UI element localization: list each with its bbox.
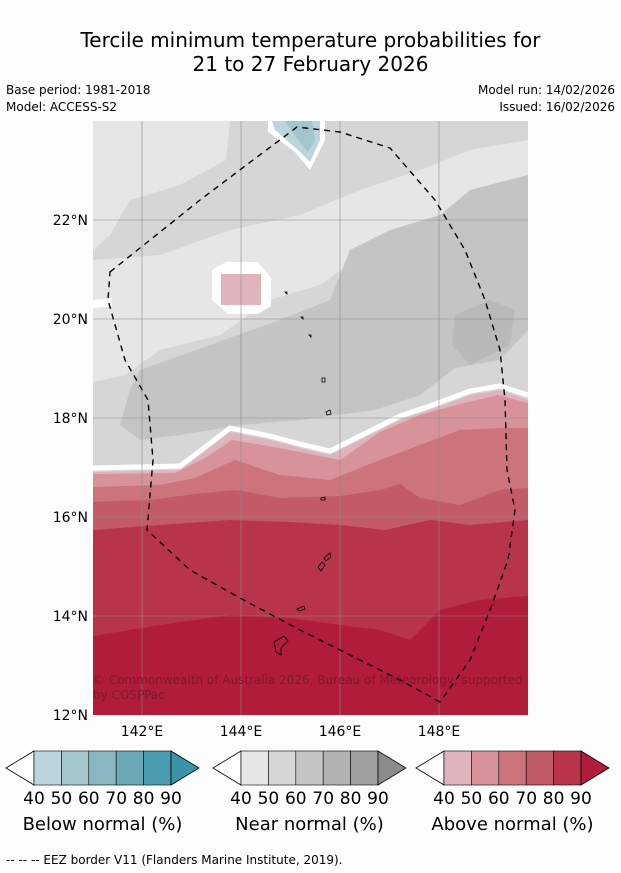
category-boundary [93,383,528,471]
near-normal-40-patch [93,121,230,250]
island-asuncion [308,334,312,338]
lat-label: 18°N [53,411,88,427]
island-anatahan [320,496,326,501]
colorbar-segment [471,750,500,786]
chart-title: Tercile minimum temperature probabilitie… [0,28,621,76]
lon-label: 146°E [319,724,362,740]
colorbar-title: Above normal (%) [431,814,593,835]
colorbar-tick-label: 60 [488,789,510,809]
colorbar-segment [33,750,62,786]
island-farallon [284,291,288,295]
lat-labels: 22°N 20°N 18°N 16°N 14°N 12°N [53,213,88,724]
copyright-line-2: by COSPPac [93,688,165,702]
colorbar-tick-label: 60 [78,789,100,809]
below-normal-colorbar: 40 50 60 70 80 90 Below normal (%) [5,750,200,835]
eez-border [107,126,516,703]
model-run: Model run: 14/02/2026 [477,83,615,97]
colorbar-segment [61,750,90,786]
lat-label: 16°N [53,510,88,526]
eez-footnote: -- -- -- EEZ border V11 (Flanders Marine… [6,853,343,867]
colorbar-tick-label: 40 [433,789,455,809]
base-period: Base period: 1981-2018 [6,83,151,97]
colorbar-tick-label: 90 [160,789,182,809]
colorbar-segment [350,750,379,786]
lat-label: 22°N [53,213,88,229]
colorbar-segment [525,750,554,786]
colorbar-extend-low [5,750,35,786]
colorbar-segment [268,750,297,786]
colorbar-segment [240,750,269,786]
colorbar-tick-label: 70 [515,789,537,809]
colorbar-title: Below normal (%) [23,814,183,835]
colorbar-extend-high [377,750,407,786]
copyright-line-1: © Commonwealth of Australia 2026, Bureau… [93,673,523,687]
island-guam [273,635,289,656]
colorbar-extend-low [212,750,242,786]
graticule [93,121,528,715]
colorbar-tick-label: 70 [312,789,334,809]
colorbar-tick-label: 60 [285,789,307,809]
title-line-2: 21 to 27 February 2026 [192,52,429,76]
model-name: Model: ACCESS-S2 [6,100,118,114]
colorbar-tick-label: 50 [51,789,73,809]
island-tinian [317,561,326,572]
colorbar-tick-label: 40 [230,789,252,809]
colorbar-title: Near normal (%) [235,814,384,835]
islands [273,291,332,656]
colorbar-tick-label: 80 [133,789,155,809]
island-maug [300,316,304,320]
colorbar-tick-label: 70 [105,789,127,809]
near-normal-40-band [93,140,528,382]
lat-label: 20°N [53,312,88,328]
colorbar-segment [88,750,117,786]
island-agrihan [321,377,326,383]
issued-date: Issued: 16/02/2026 [499,100,615,114]
near-normal-60-band [120,175,528,440]
colorbar-extend-high [580,750,610,786]
colorbar-tick-label: 90 [367,789,389,809]
island-saipan [323,552,332,562]
colorbar-tick-label: 80 [543,789,565,809]
colorbar-segment [143,750,172,786]
above-normal-90 [93,596,528,715]
map-area: © Commonwealth of Australia 2026, Bureau… [93,121,528,715]
above-normal-colorbar: 40 50 60 70 80 90 Above normal (%) [415,750,610,835]
lon-labels: 142°E 144°E 146°E 148°E [121,724,461,740]
title-line-1: Tercile minimum temperature probabilitie… [80,28,541,52]
island-pagan [325,409,332,416]
colorbar-segment [553,750,582,786]
colorbar-extend-low [415,750,445,786]
near-normal-colorbar: 40 50 60 70 80 90 Near normal (%) [212,750,407,835]
colorbar-tick-label: 80 [340,789,362,809]
lon-label: 144°E [220,724,263,740]
lat-label: 14°N [53,609,88,625]
colorbar-segment [295,750,324,786]
colorbar-tick-label: 50 [258,789,280,809]
colorbar-tick-label: 40 [23,789,45,809]
colorbar-segment [443,750,472,786]
island-rota [296,605,306,612]
meta-right: Model run: 14/02/2026 Issued: 16/02/2026 [478,82,615,116]
colorbar-segment [322,750,351,786]
lat-label: 12°N [53,708,88,724]
edge-artifact [93,298,112,308]
lon-label: 142°E [121,724,164,740]
colorbar-extend-high [170,750,200,786]
colorbar-segment [115,750,144,786]
colorbar-tick-label: 90 [570,789,592,809]
meta-left: Base period: 1981-2018 Model: ACCESS-S2 [6,82,151,116]
colorbar-tick-label: 50 [461,789,483,809]
lon-label: 148°E [418,724,461,740]
colorbar-segment [498,750,527,786]
